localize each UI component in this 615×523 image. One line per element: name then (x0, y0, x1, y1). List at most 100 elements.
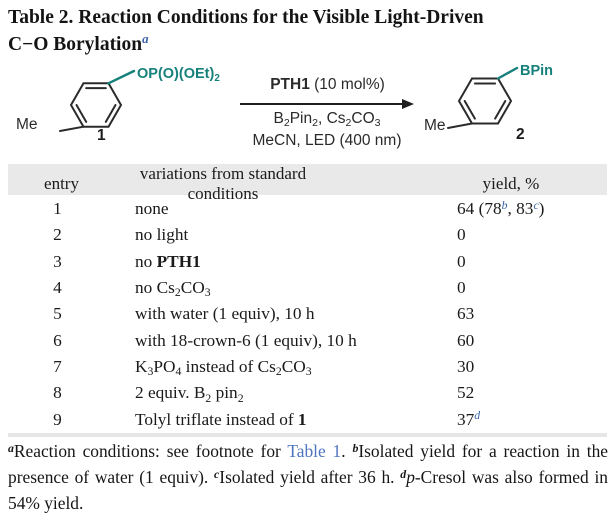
text-segment: b (352, 441, 359, 456)
arrow-line-icon (240, 103, 404, 106)
text-segment: PO (153, 356, 176, 376)
table-row: 2 no light 0 (8, 222, 607, 248)
text-segment: 2 (214, 72, 220, 84)
text-segment: 4 (175, 365, 182, 379)
text-segment: b (501, 198, 508, 212)
yield-cell: 60 (443, 331, 607, 351)
text-segment: pin (211, 383, 238, 403)
entry-cell: 7 (53, 356, 62, 376)
entry-cell: 2 (53, 225, 62, 245)
header-entry: entry (44, 174, 79, 193)
text-segment: 2 equiv. B (135, 383, 206, 403)
text-segment: 0 (457, 278, 466, 298)
text-segment: . (341, 441, 353, 461)
text-segment: no (135, 251, 157, 271)
table-row: 4 no Cs2CO3 0 (8, 275, 607, 301)
reactant-me-label: Me (16, 116, 38, 133)
table-row: 3 no PTH1 0 (8, 249, 607, 275)
text-segment: OP(O)(OEt) (137, 66, 215, 82)
text-segment: Isolated yield after 36 h. (219, 466, 401, 487)
text-segment: Tolyl triflate instead of (135, 409, 298, 429)
text-segment: no Cs (135, 278, 175, 298)
entry-cell: 6 (53, 330, 62, 350)
text-segment: 2 (275, 365, 282, 379)
table-row: 8 2 equiv. B2 pin2 52 (8, 380, 607, 406)
entry-cell: 3 (53, 251, 62, 271)
text-segment: c (214, 466, 220, 481)
yield-cell: 52 (443, 383, 607, 403)
product-number: 2 (516, 126, 525, 143)
table-row: 6 with 18-crown-6 (1 equiv), 10 h 60 (8, 327, 607, 353)
reactant-structure (59, 69, 136, 132)
text-segment: 52 (457, 383, 475, 403)
text-segment: 37 (457, 409, 475, 429)
entry-cell: 5 (53, 304, 62, 324)
text-segment: PTH1 (270, 76, 310, 93)
text-segment: (10 mol%) (309, 76, 385, 93)
solvent-label: MeCN, LED (400 nm) (232, 132, 422, 150)
table-row: 1 none 64 (78b, 83c) (8, 196, 607, 222)
variation-cell: no PTH1 (115, 252, 443, 272)
table-1-link[interactable]: Table 1 (287, 441, 342, 461)
table-body: 1 none 64 (78b, 83c) 2 no light 0 3 no P… (8, 196, 607, 433)
entry-cell: 4 (53, 278, 62, 298)
text-segment: B (273, 110, 284, 127)
table-header-row: entry variations from standard condition… (8, 164, 607, 203)
variation-cell: with 18-crown-6 (1 equiv), 10 h (115, 331, 443, 351)
text-segment: BPin (520, 63, 554, 79)
reaction-arrow: PTH1 (10 mol%) B2Pin2, Cs2CO3 MeCN, LED … (240, 76, 415, 156)
text-segment: d (400, 466, 407, 481)
text-segment: a (8, 441, 14, 456)
yield-cell: 37d (443, 410, 607, 430)
table-row: 9 Tolyl triflate instead of 1 37d (8, 406, 607, 432)
catalyst-label: PTH1 (10 mol%) (240, 76, 415, 94)
text-segment: ) (538, 199, 545, 219)
text-segment: 2 (345, 116, 352, 129)
text-segment: 2 (205, 391, 212, 405)
text-segment: CO (281, 356, 306, 376)
table-title: Table 2. Reaction Conditions for the Vis… (8, 5, 604, 58)
text-segment: C−O Borylation (8, 33, 143, 55)
variation-cell: Tolyl triflate instead of 1 (115, 410, 443, 430)
variation-cell: K3PO4 instead of Cs2CO3 (115, 356, 443, 379)
text-segment: 1 (297, 409, 307, 429)
text-segment: none (135, 199, 169, 219)
yield-cell: 63 (443, 304, 607, 324)
header-yield: yield, % (482, 174, 540, 193)
table-row: 5 with water (1 equiv), 10 h 63 (8, 301, 607, 327)
text-segment: c (533, 198, 539, 212)
reactant-group-label: OP(O)(OEt)2 (137, 66, 220, 84)
text-segment: 0 (457, 251, 466, 271)
text-segment: 0 (457, 225, 466, 245)
text-segment: 3 (305, 365, 312, 379)
text-segment: 2 (237, 391, 244, 405)
product-group-label: BPin (520, 63, 553, 79)
arrow-head-icon (402, 98, 414, 109)
text-segment: 60 (457, 330, 475, 350)
text-segment: 64 (78 (457, 199, 502, 219)
text-segment: MeCN, LED (400 nm) (252, 132, 402, 149)
text-segment: -Cresol was also formed in 54% yield. (8, 466, 608, 513)
text-segment: Table 2. Reaction Conditions for the Vis… (8, 7, 484, 28)
variation-cell: no light (115, 225, 443, 245)
entry-cell: 1 (53, 199, 62, 219)
text-segment: 3 (147, 365, 154, 379)
variation-cell: with water (1 equiv), 10 h (115, 304, 443, 324)
text-segment: , Cs (317, 110, 346, 127)
text-segment: d (474, 409, 481, 423)
product-structure (447, 66, 519, 129)
footnotes: aReaction conditions: see footnote for T… (8, 439, 608, 516)
entry-cell: 8 (53, 383, 62, 403)
header-variations: variations from standard conditions (139, 164, 307, 203)
variation-cell: 2 equiv. B2 pin2 (115, 383, 443, 405)
yield-cell: 30 (443, 357, 607, 377)
text-segment: 30 (457, 356, 475, 376)
text-segment: with 18-crown-6 (1 equiv), 10 h (135, 330, 357, 350)
text-segment: , 83 (507, 199, 534, 219)
text-segment: 63 (457, 304, 475, 324)
yield-cell: 0 (443, 252, 607, 272)
text-segment: p (406, 466, 415, 487)
text-segment: CO (351, 110, 375, 127)
entry-cell: 9 (53, 409, 62, 429)
